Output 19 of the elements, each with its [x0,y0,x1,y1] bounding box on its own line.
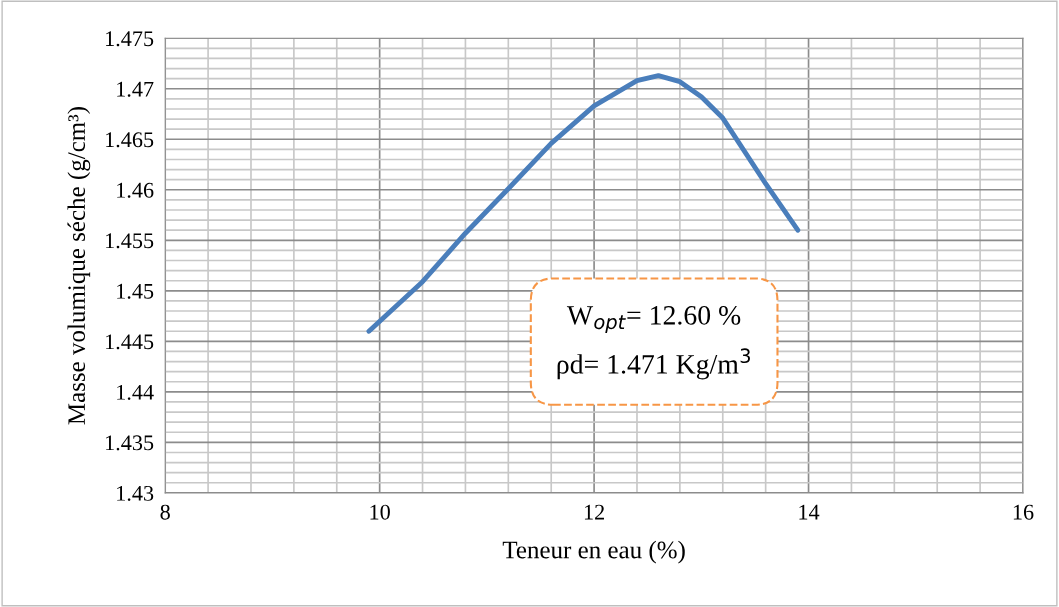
x-tick-label: 16 [1013,504,1034,520]
x-tick-label: 12 [584,504,604,520]
y-tick-label: 1.455 [106,233,154,249]
y-tick-label: 1.46 [117,182,154,198]
y-tick-label: 1.465 [106,132,154,148]
y-tick-label: 1.475 [106,31,154,47]
y-tick-label: 1.43 [117,485,154,501]
y-axis-title: Masse volumique séche (g/cm³) [67,107,91,425]
annotation: W$_{opt}$= 12.60 % ρd= 1.471 Kg/m$^{3}$ [557,305,750,380]
line-series [366,73,801,334]
x-axis-title: Teneur en eau (%) [502,540,685,564]
y-tick-label: 1.44 [117,384,154,400]
y-tick-label: 1.45 [117,283,154,299]
y-tick-label: 1.445 [106,334,154,350]
x-tick-label: 14 [799,504,820,520]
x-tick-label: 10 [370,504,390,520]
x-tick-label: 8 [160,504,170,520]
y-tick-label: 1.47 [117,81,154,97]
y-tick-label: 1.435 [106,435,154,451]
